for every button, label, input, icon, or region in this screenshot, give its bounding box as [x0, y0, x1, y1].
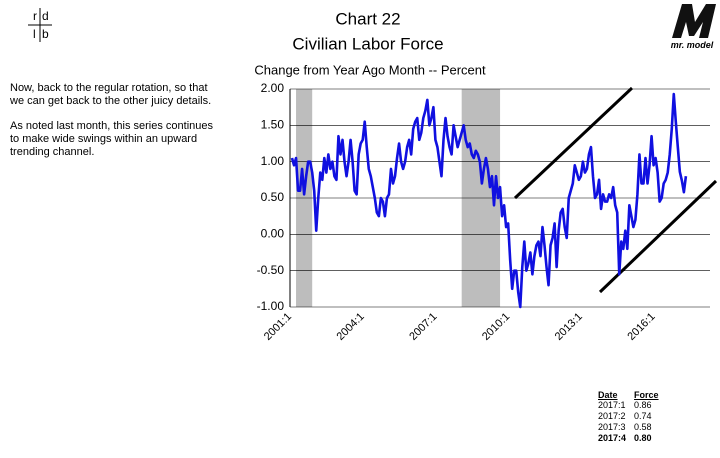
x-tick-label: 2016:1: [625, 311, 657, 343]
logo-letter: l: [33, 27, 36, 41]
table-row: 2017:2 0.74: [598, 411, 667, 422]
cell: 2017:1: [598, 400, 626, 410]
y-axis-label: Change from Year Ago Month -- Percent: [254, 62, 486, 77]
cell: 0.74: [634, 411, 652, 421]
x-tick-label: 2013:1: [553, 311, 585, 343]
table-header: Date Force: [598, 390, 667, 400]
y-tick-label: 2.00: [261, 81, 285, 95]
data-line: [290, 92, 688, 309]
cell: 2017:3: [598, 422, 626, 432]
y-tick-label: 0.50: [261, 190, 285, 204]
header-cell: Date: [598, 390, 618, 400]
chart-subtitle: Civilian Labor Force: [292, 34, 443, 53]
brand-name: mr. model: [671, 40, 714, 50]
logo-letter: r: [33, 9, 37, 23]
note-paragraph: As noted last month, this series continu…: [10, 120, 213, 158]
table-row: 2017:1 0.86: [598, 400, 667, 411]
x-tick-label: 2007:1: [407, 311, 439, 343]
y-tick-label: 1.00: [261, 154, 285, 168]
y-tick-label: -0.50: [257, 263, 285, 277]
y-tick-label: -1.00: [257, 299, 285, 313]
chart-title: Chart 22: [335, 9, 400, 28]
cell: 2017:2: [598, 411, 626, 421]
data-table: Date Force 2017:1 0.86 2017:2 0.74 2017:3 0…: [598, 390, 667, 444]
cell: 0.80: [634, 433, 652, 443]
y-tick-label: 0.00: [261, 227, 285, 241]
note-paragraph: Now, back to the regular rotation, so th…: [10, 82, 212, 107]
brand-logo: mr. model: [671, 4, 716, 50]
y-tick-label: 1.50: [261, 118, 285, 132]
logo-letter: b: [42, 27, 49, 41]
plot-area: -1.00 -0.50 0.00 0.50 1.00 1.50 2.00 2001:1 2004…: [257, 81, 718, 343]
logo: r d l b: [28, 8, 52, 42]
table-row: 2017:3 0.58: [598, 422, 667, 433]
cell: 0.58: [634, 422, 652, 432]
x-tick-label: 2001:1: [262, 311, 294, 343]
channel-line: [513, 86, 634, 200]
cell: 0.86: [634, 400, 652, 410]
header-cell: Force: [634, 390, 659, 400]
table-row: 2017:4 0.80: [598, 433, 667, 444]
commentary: Now, back to the regular rotation, so th…: [10, 82, 215, 171]
x-tick-label: 2010:1: [480, 311, 512, 343]
x-tick-label: 2004:1: [335, 311, 367, 343]
cell: 2017:4: [598, 433, 627, 443]
logo-letter: d: [42, 9, 49, 23]
